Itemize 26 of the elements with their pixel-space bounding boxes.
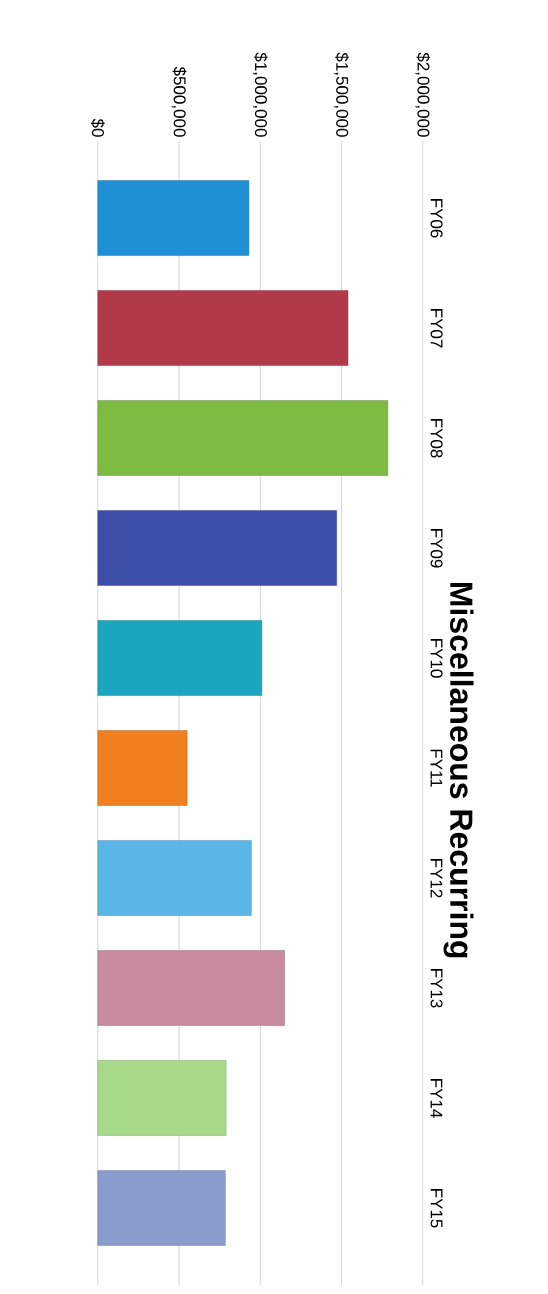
bar	[97, 950, 285, 1026]
bar	[97, 840, 252, 916]
y-tick-label: FY11	[430, 749, 443, 787]
x-tick-label: $1,000,000	[253, 52, 268, 137]
x-tick-label: $2,000,000	[415, 52, 431, 137]
x-tick-label: $1,500,000	[334, 52, 350, 137]
y-tick-label: FY08	[430, 419, 443, 458]
bar	[97, 400, 389, 476]
bar	[97, 290, 349, 366]
y-tick-label: FY15	[430, 1189, 443, 1228]
bar	[97, 1170, 226, 1246]
bar	[97, 620, 263, 696]
y-tick-label: FY07	[430, 309, 443, 348]
bar	[97, 510, 337, 586]
x-tick-label: $500,000	[171, 66, 187, 137]
y-tick-label: FY09	[430, 529, 443, 568]
bar	[97, 1060, 227, 1136]
bar	[97, 730, 188, 806]
text: Miscellaneous Recurring	[443, 582, 474, 958]
y-tick-label: FY12	[430, 859, 443, 898]
bar	[97, 180, 250, 256]
y-tick-label: FY13	[430, 969, 443, 1008]
y-tick-label: FY10	[430, 639, 443, 678]
y-tick-label: FY14	[430, 1079, 443, 1118]
y-tick-label: FY06	[430, 199, 443, 238]
x-tick-label: $0	[91, 118, 105, 137]
